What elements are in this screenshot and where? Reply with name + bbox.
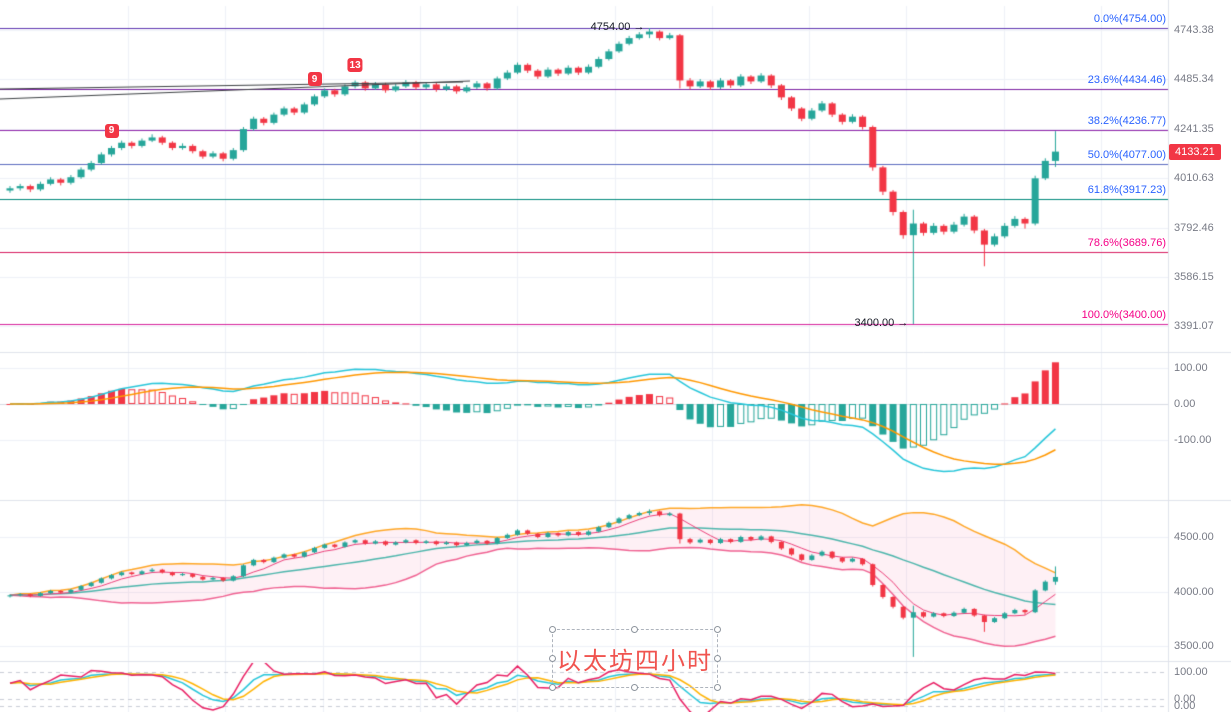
selection-handle[interactable] [631, 684, 638, 691]
selection-handle[interactable] [549, 654, 556, 662]
selection-handle[interactable] [714, 684, 721, 691]
selection-handle[interactable] [714, 626, 721, 633]
selection-handle[interactable] [631, 626, 638, 633]
selection-handle[interactable] [714, 654, 721, 662]
text-annotation[interactable]: 以太坊四小时 [549, 626, 721, 691]
annotation-text[interactable]: 以太坊四小时 [557, 648, 713, 675]
selection-handle[interactable] [549, 684, 556, 691]
selection-handle[interactable] [549, 626, 556, 633]
price-axis[interactable] [1169, 0, 1231, 712]
